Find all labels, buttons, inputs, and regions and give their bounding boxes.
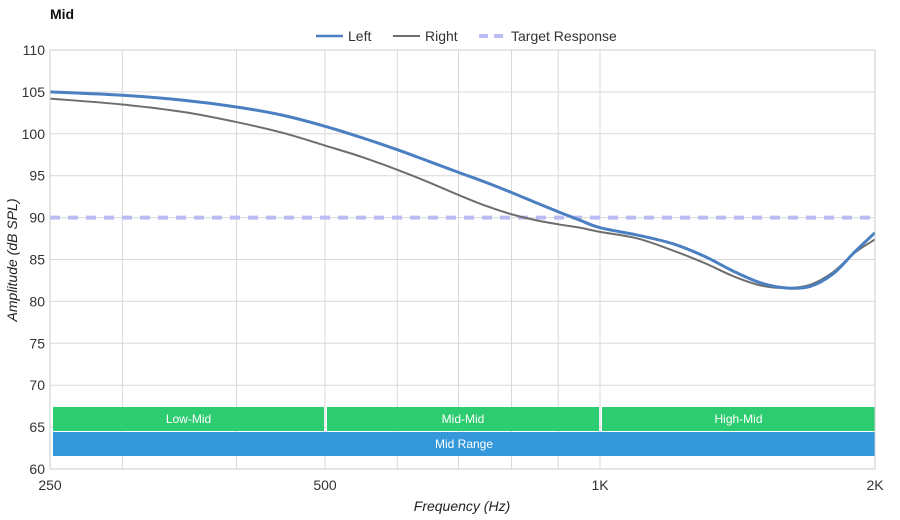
band-label: Mid Range [435, 437, 493, 451]
y-tick-label: 100 [22, 126, 46, 142]
band-low-mid [53, 407, 324, 431]
legend: Left Right Target Response [316, 28, 617, 44]
x-tick-label: 2K [866, 477, 884, 493]
y-tick-label: 65 [29, 419, 45, 435]
x-tick-label: 1K [591, 477, 609, 493]
y-axis-ticks: 60 65 70 75 80 85 90 95 100 105 110 [22, 42, 46, 477]
legend-label: Right [425, 28, 458, 44]
band-mid-range [53, 432, 875, 456]
series-lines [49, 90, 877, 290]
y-tick-label: 110 [23, 42, 46, 58]
band-label: Low-Mid [166, 412, 211, 426]
x-tick-label: 250 [38, 477, 62, 493]
frequency-bands: Low-Mid Mid-Mid High-Mid Mid Range [53, 407, 875, 456]
y-tick-label: 60 [29, 461, 45, 477]
series-line-left [49, 90, 877, 290]
y-tick-label: 80 [29, 293, 45, 309]
y-tick-label: 105 [22, 84, 46, 100]
legend-label: Target Response [511, 28, 617, 44]
plot-frame [49, 49, 876, 470]
band-label: Mid-Mid [442, 412, 485, 426]
legend-label: Left [348, 28, 371, 44]
y-tick-label: 90 [29, 210, 45, 226]
band-mid-mid [327, 407, 599, 431]
x-axis-label: Frequency (Hz) [414, 498, 510, 514]
y-axis-label: Amplitude (dB SPL) [4, 199, 20, 323]
gridlines [49, 49, 876, 470]
x-axis-ticks: 250 500 1K 2K [38, 477, 884, 493]
chart-title: Mid [50, 6, 74, 22]
band-high-mid [602, 407, 875, 431]
x-tick-label: 500 [313, 477, 337, 493]
y-tick-label: 75 [29, 335, 45, 351]
y-tick-label: 85 [29, 252, 45, 268]
y-tick-label: 70 [29, 377, 45, 393]
y-tick-label: 95 [29, 168, 45, 184]
band-label: High-Mid [714, 412, 762, 426]
